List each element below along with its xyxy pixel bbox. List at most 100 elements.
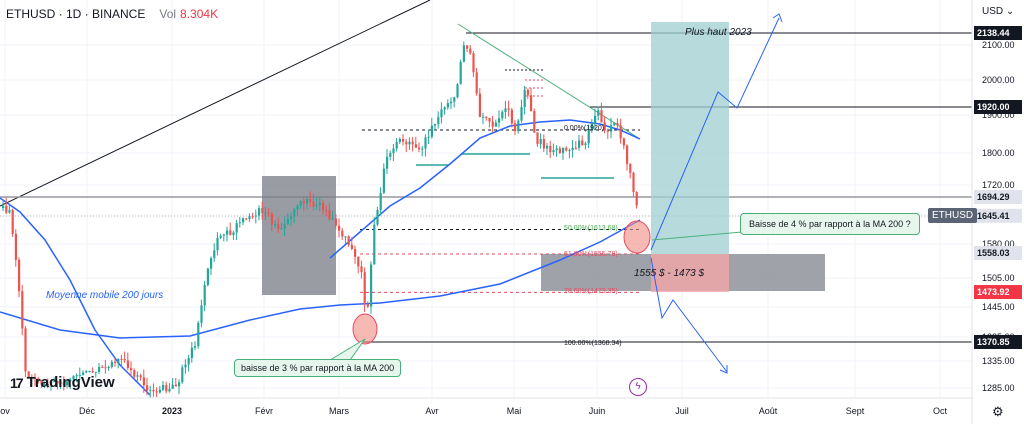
candle-body bbox=[370, 264, 373, 307]
candle-body bbox=[341, 230, 344, 237]
touch-marker bbox=[352, 313, 378, 345]
candle-body bbox=[421, 148, 424, 150]
price-label-bg bbox=[974, 335, 1022, 349]
candle-body bbox=[46, 384, 49, 386]
candle-body bbox=[136, 375, 139, 377]
candle-body bbox=[334, 218, 337, 226]
candle-body bbox=[629, 163, 632, 173]
candle-body bbox=[434, 124, 437, 126]
x-tick-label: Mars bbox=[329, 406, 349, 416]
candle-body bbox=[219, 235, 222, 238]
candle-body bbox=[62, 382, 65, 386]
candle-body bbox=[427, 136, 430, 138]
note-pointer bbox=[651, 231, 743, 241]
candle-body bbox=[216, 237, 219, 251]
drawings bbox=[0, 0, 972, 396]
candle-body bbox=[206, 268, 209, 286]
projection-arrow-down bbox=[650, 257, 728, 373]
candle-body bbox=[488, 117, 491, 122]
currency-select[interactable]: USD ⌄ bbox=[982, 6, 1015, 17]
candle-body bbox=[584, 143, 587, 146]
candle-body bbox=[110, 361, 113, 367]
candle-body bbox=[408, 141, 411, 145]
candle-body bbox=[504, 108, 507, 113]
candle-body bbox=[30, 377, 33, 379]
candle-body bbox=[168, 388, 171, 392]
candle-body bbox=[347, 236, 350, 245]
candle-body bbox=[590, 123, 593, 129]
candle-body bbox=[520, 107, 523, 121]
candle-body bbox=[619, 125, 622, 139]
gear-icon[interactable]: ⚙ bbox=[992, 404, 1004, 419]
candle-body bbox=[517, 120, 520, 132]
candle-body bbox=[226, 230, 229, 235]
candle-body bbox=[229, 230, 232, 235]
y-tick-label: 1505.00 bbox=[982, 273, 1015, 283]
projection-up bbox=[651, 22, 729, 254]
price-label: 1694.29 bbox=[977, 192, 1010, 202]
price-label: 1473.92 bbox=[977, 287, 1010, 297]
resistance-line bbox=[457, 23, 641, 140]
candle-body bbox=[21, 291, 24, 329]
brand-name: TradingView bbox=[26, 374, 115, 391]
candle-body bbox=[2, 205, 5, 208]
candle-body bbox=[402, 138, 405, 142]
candle-body bbox=[613, 122, 616, 126]
high-2023-label: Plus haut 2023 bbox=[685, 27, 752, 38]
candle-body bbox=[213, 250, 216, 259]
candle-body bbox=[501, 112, 504, 119]
y-tick-label: 1335.00 bbox=[982, 356, 1015, 366]
candle-body bbox=[331, 218, 334, 220]
candle-body bbox=[242, 218, 245, 223]
y-tick-label: 1285.00 bbox=[982, 383, 1015, 393]
candle-body bbox=[472, 53, 475, 73]
candle-body bbox=[91, 370, 94, 373]
candle-body bbox=[126, 360, 129, 368]
candle-body bbox=[14, 233, 17, 260]
candle-body bbox=[373, 224, 376, 265]
candle-body bbox=[40, 380, 43, 385]
candle-body bbox=[363, 272, 366, 305]
candle-body bbox=[139, 375, 142, 378]
candle-body bbox=[280, 228, 283, 230]
candle-body bbox=[539, 139, 542, 145]
candle-body bbox=[251, 216, 254, 218]
candle-body bbox=[5, 205, 8, 213]
candle-body bbox=[491, 121, 494, 127]
candle-body bbox=[536, 132, 539, 145]
candle-body bbox=[24, 328, 27, 372]
x-tick-label: Juil bbox=[675, 406, 689, 416]
price-axis: 2100.00 2000.00 1900.00 1800.00 1720.00 1645.… bbox=[971, 0, 1022, 424]
candle-body bbox=[344, 236, 347, 238]
candle-body bbox=[197, 322, 200, 347]
candle-body bbox=[379, 192, 382, 211]
candle-body bbox=[507, 108, 510, 110]
candle-body bbox=[338, 225, 341, 231]
candle-body bbox=[555, 148, 558, 151]
candle-body bbox=[165, 385, 168, 392]
candle-body bbox=[635, 192, 638, 206]
candle-body bbox=[171, 384, 174, 389]
candle-body bbox=[542, 139, 545, 149]
candle-body bbox=[75, 375, 78, 377]
y-tick-label: 1800.00 bbox=[982, 148, 1015, 158]
candle-body bbox=[267, 212, 270, 214]
candle-body bbox=[222, 234, 225, 236]
candle-body bbox=[149, 389, 152, 391]
candle-body bbox=[395, 142, 398, 149]
candle-body bbox=[133, 370, 136, 377]
candle-body bbox=[376, 210, 379, 225]
volume-value: 8.304K bbox=[180, 7, 219, 21]
candle-body bbox=[418, 147, 421, 150]
candle-body bbox=[469, 48, 472, 54]
consolidation-box bbox=[262, 176, 336, 295]
flash-icon[interactable]: ϟ bbox=[629, 378, 647, 396]
candle-body bbox=[616, 122, 619, 126]
y-tick-label: 1720.00 bbox=[982, 180, 1015, 190]
candle-body bbox=[101, 366, 104, 368]
candle-body bbox=[523, 89, 526, 108]
candle-body bbox=[98, 366, 101, 372]
candle-body bbox=[482, 116, 485, 118]
projection-down bbox=[651, 254, 729, 292]
